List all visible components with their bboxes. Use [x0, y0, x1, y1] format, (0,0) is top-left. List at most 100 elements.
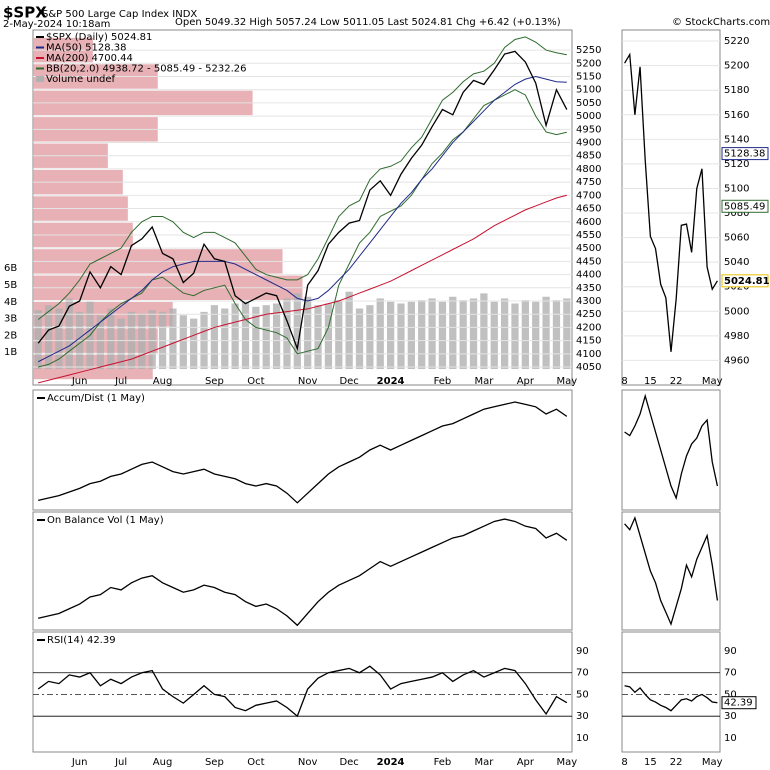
y-tick-label: 5120	[724, 159, 749, 170]
x-tick-label: 8	[621, 376, 627, 387]
indicator-line	[37, 75, 567, 363]
bollinger-lower	[38, 89, 567, 368]
y-tick-label: 70	[724, 668, 737, 679]
panel-title: RSI(14) 42.39	[47, 635, 116, 646]
volume-bar	[210, 305, 219, 370]
x-tick-label: Jul	[114, 757, 127, 768]
volume-bar	[304, 296, 312, 370]
volume-bar	[376, 298, 384, 370]
indicator-line	[37, 36, 567, 320]
y-tick-label: 6B	[4, 263, 17, 274]
y-tick-label: 5250	[576, 45, 601, 56]
price-tag	[721, 147, 769, 161]
volume-bar	[428, 298, 436, 370]
x-tick-label: Sep	[205, 376, 224, 387]
volume-bar	[169, 308, 177, 370]
volume-bar	[459, 300, 467, 370]
x-tick-label: Feb	[434, 757, 452, 768]
y-tick-label: 5060	[724, 233, 749, 244]
x-tick-label: Nov	[298, 376, 318, 387]
y-tick-label: 3B	[4, 314, 17, 325]
y-tick-label: 10	[724, 733, 737, 744]
x-tick-label: 15	[644, 376, 657, 387]
volume-bar	[397, 303, 405, 370]
y-tick-label: 90	[576, 646, 589, 657]
price-tag	[721, 199, 769, 213]
x-tick-label: Jul	[114, 376, 127, 387]
indicator-line	[624, 393, 719, 501]
x-tick-label: Jun	[71, 376, 88, 387]
y-tick-label: 4600	[576, 217, 601, 228]
y-tick-label: 5B	[4, 280, 17, 291]
y-tick-label: 70	[576, 668, 589, 679]
volume-bar	[480, 293, 488, 370]
volume-bar	[418, 300, 426, 370]
volume-bar	[283, 298, 291, 370]
y-tick-label: 5200	[576, 58, 601, 69]
volume-bar	[386, 301, 395, 370]
volume-bar	[34, 310, 42, 370]
volume-bar	[324, 303, 333, 370]
panel	[621, 29, 721, 386]
volume-bar	[335, 300, 343, 370]
price-tag-label: 5128.38	[724, 149, 765, 160]
y-tick-label: 30	[724, 711, 737, 722]
legend-label: MA(200) 4700.44	[46, 53, 133, 64]
panel	[32, 631, 573, 753]
y-tick-label: 4250	[576, 309, 601, 320]
y-tick-label: 5050	[576, 98, 601, 109]
y-tick-label: 5100	[724, 183, 749, 194]
y-tick-label: 4700	[576, 190, 601, 201]
x-tick-label: 15	[644, 757, 657, 768]
volume-bar	[438, 301, 447, 370]
x-tick-label: 22	[670, 757, 683, 768]
x-tick-label: Dec	[339, 757, 358, 768]
y-tick-label: 4400	[576, 270, 601, 281]
panel	[621, 511, 721, 631]
x-tick-label: May	[702, 757, 723, 768]
indicator-line	[38, 401, 568, 504]
volume-bar	[521, 300, 529, 370]
chart-title: $SPX	[3, 4, 47, 22]
indicator-line	[38, 194, 567, 384]
volume-bar	[511, 303, 519, 370]
panel	[32, 389, 573, 511]
volume-bar	[293, 293, 301, 370]
y-tick-label: 2B	[4, 330, 17, 341]
x-tick-label: Oct	[247, 757, 264, 768]
x-tick-label: Jun	[71, 757, 88, 768]
x-tick-label: Sep	[205, 757, 224, 768]
y-tick-label: 5150	[576, 71, 601, 82]
x-tick-label: May	[702, 376, 723, 387]
panel-title: Accum/Dist (1 May)	[47, 393, 145, 404]
y-tick-label: 5000	[724, 306, 749, 317]
y-tick-label: 1B	[4, 347, 17, 358]
volume-bar	[490, 301, 498, 370]
y-tick-label: 5200	[724, 61, 749, 72]
value-tag-label: 42.39	[724, 698, 753, 709]
price-line	[37, 50, 568, 352]
volume-bar	[190, 318, 198, 370]
y-tick-label: 5160	[724, 110, 749, 121]
y-tick-label: 5000	[576, 111, 601, 122]
volume-bar	[314, 305, 322, 370]
value-tag	[721, 696, 757, 710]
y-tick-label: 5040	[724, 257, 749, 268]
volume-bar	[552, 300, 561, 370]
y-tick-label: 4650	[576, 204, 601, 215]
y-tick-label: 4150	[576, 336, 601, 347]
indicator-line	[624, 685, 718, 712]
x-tick-label: Aug	[153, 757, 173, 768]
price-tag-label: 5024.81	[724, 276, 770, 287]
volume-bar	[117, 318, 125, 370]
x-tick-label: Nov	[298, 757, 318, 768]
price-tag-label: 5085.49	[724, 201, 765, 212]
y-tick-label: 4100	[576, 349, 601, 360]
volume-bar	[231, 303, 239, 370]
y-tick-label: 50	[576, 689, 589, 700]
volume-bar	[252, 306, 260, 370]
volume-bar	[55, 308, 63, 370]
volume-bar	[449, 296, 457, 370]
x-tick-label: Apr	[517, 757, 535, 768]
y-tick-label: 4200	[576, 322, 601, 333]
